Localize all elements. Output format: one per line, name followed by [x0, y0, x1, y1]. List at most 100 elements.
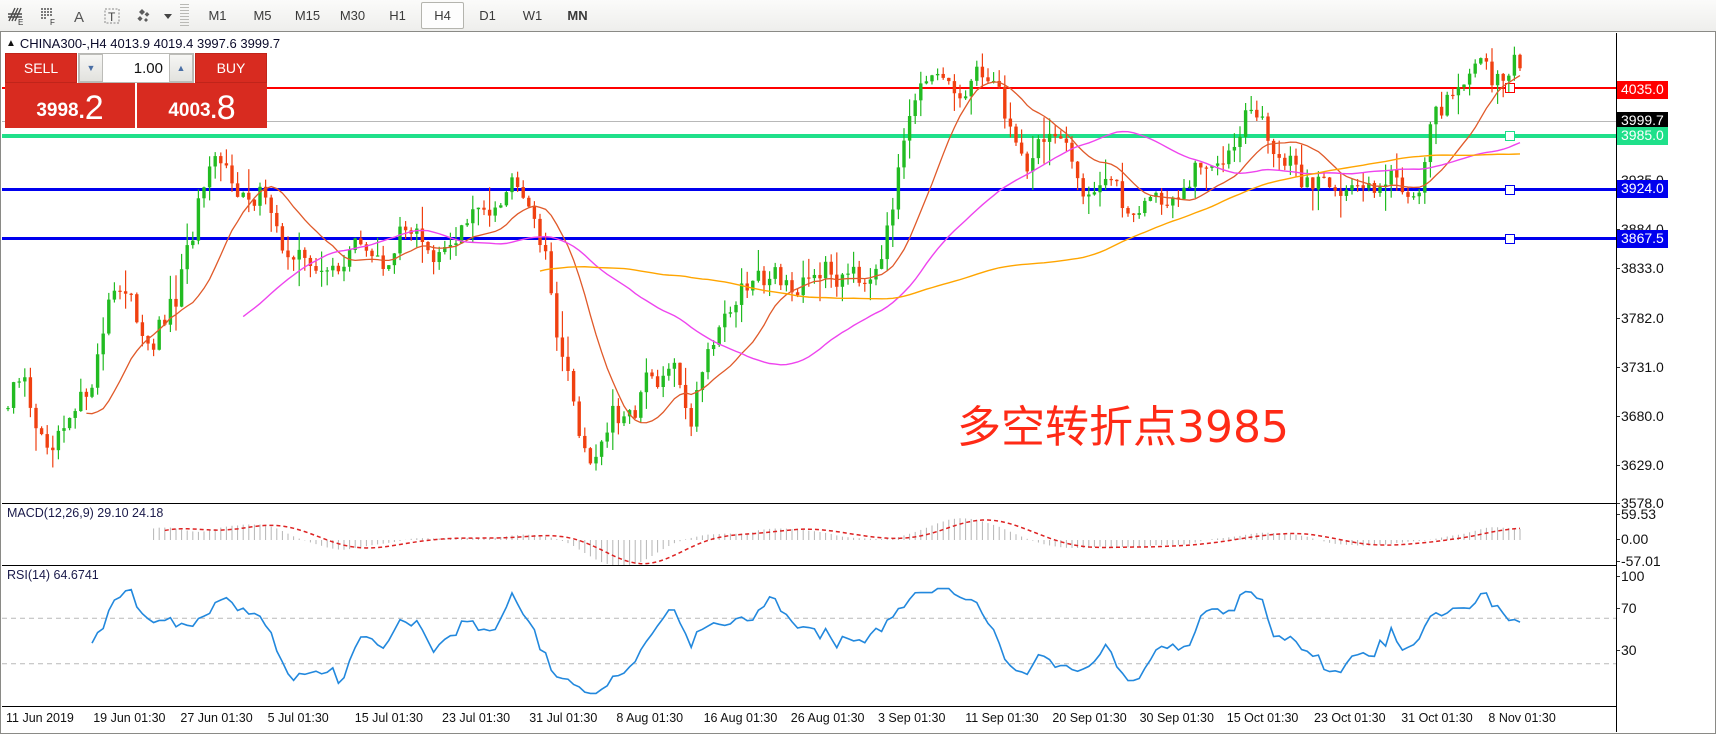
text-box-icon[interactable]: T [96, 1, 128, 30]
time-tick-16: 31 Oct 01:30 [1401, 711, 1473, 725]
time-tick-2: 27 Jun 01:30 [180, 711, 253, 725]
rsi-series-layer [2, 587, 1618, 695]
chart-annotation: 多空转折点3985 [957, 402, 1289, 453]
macd-label: MACD(12,26,9) 29.10 24.18 [7, 506, 164, 520]
resistance-line-handle[interactable] [1505, 83, 1515, 93]
price-tick-5: 3680.0 [1617, 408, 1664, 424]
timeframe-m5[interactable]: M5 [253, 8, 272, 23]
buy-price-integer: 4003 [168, 100, 211, 121]
timeframe-m1[interactable]: M1 [208, 8, 227, 23]
timeframe-d1[interactable]: D1 [479, 8, 496, 23]
time-tick-8: 16 Aug 01:30 [703, 711, 778, 725]
time-tick-10: 3 Sep 01:30 [878, 711, 946, 725]
sell-price-quote[interactable]: 3998 . 2 [5, 83, 137, 128]
time-tick-0: 11 Jun 2019 [6, 711, 74, 725]
one-click-trading-panel[interactable]: SELL ▼ 1.00 ▲ BUY 3998 . 2 4003 [5, 53, 267, 128]
trade-panel-quotes-row: 3998 . 2 4003 . 8 [5, 83, 267, 128]
symbol-ohlc-header: ▲ CHINA300-,H4 4013.9 4019.4 3997.6 3999.… [6, 36, 280, 51]
time-tick-3: 5 Jul 01:30 [267, 711, 329, 725]
sell-price-separator: . [78, 98, 85, 123]
price-tick-7: 3578.0 [1617, 495, 1664, 511]
svg-text:E: E [18, 18, 23, 26]
timeframe-w1[interactable]: W1 [522, 8, 543, 23]
grid-periods-icon[interactable]: F [32, 1, 64, 30]
time-tick-15: 23 Oct 01:30 [1314, 711, 1386, 725]
price-scale[interactable]: 3935.03884.03833.03782.03731.03680.03629… [1616, 33, 1714, 732]
price-series-layer [6, 46, 1522, 471]
macd-scale-zero: 0.00 [1616, 531, 1649, 547]
timeframe-m30[interactable]: M30 [339, 8, 366, 23]
price-tick-3: 3782.0 [1617, 310, 1664, 326]
buy-price-separator: . [210, 98, 217, 123]
rsi-pane[interactable]: RSI(14) 64.6741 [2, 565, 1618, 710]
toolbar-grip[interactable] [180, 3, 189, 28]
svg-text:F: F [50, 18, 55, 26]
time-tick-12: 20 Sep 01:30 [1052, 711, 1127, 725]
timeframe-group: M1 M5 M15 M30 H1 H4 D1 W1 MN [195, 2, 600, 29]
sell-price-integer: 3998 [36, 100, 79, 121]
pivot-line[interactable] [2, 134, 1616, 138]
time-tick-13: 30 Sep 01:30 [1139, 711, 1214, 725]
chart-toolbar: E F A [0, 0, 1716, 32]
svg-text:T: T [108, 10, 116, 24]
last-price-tag[interactable]: 3999.7 [1617, 112, 1668, 130]
resistance-line[interactable] [2, 87, 1616, 89]
trade-panel-top-row: SELL ▼ 1.00 ▲ BUY [5, 53, 267, 83]
volume-value[interactable]: 1.00 [133, 59, 163, 77]
buy-price-quote[interactable]: 4003 . 8 [137, 83, 267, 128]
support-line-1[interactable] [2, 188, 1616, 191]
timeframe-h4[interactable]: H4 [421, 2, 464, 29]
timeframe-m15[interactable]: M15 [294, 8, 321, 23]
collapse-triangle-icon[interactable]: ▲ [6, 38, 16, 49]
time-tick-9: 26 Aug 01:30 [790, 711, 865, 725]
support-tag-2[interactable]: 3867.5 [1617, 230, 1668, 248]
volume-field[interactable]: ▼ 1.00 ▲ [78, 53, 194, 83]
price-tick-4: 3731.0 [1617, 359, 1664, 375]
support-tag-1[interactable]: 3924.0 [1617, 180, 1668, 198]
symbol-ohlc-text: CHINA300-,H4 4013.9 4019.4 3997.6 3999.7 [19, 36, 281, 51]
objects-dropdown-caret-icon[interactable] [160, 1, 176, 30]
rsi-scale-100: 100 [1616, 568, 1645, 584]
buy-button[interactable]: BUY [195, 53, 267, 83]
sell-button[interactable]: SELL [5, 53, 77, 83]
chart-plot-area[interactable]: ▲ CHINA300-,H4 4013.9 4019.4 3997.6 3999.… [2, 33, 1714, 732]
support-line-2[interactable] [2, 237, 1616, 240]
volume-up-icon[interactable]: ▲ [169, 54, 193, 82]
time-scale[interactable]: 11 Jun 2019 19 Jun 01:30 27 Jun 01:30 5 Jul… [2, 706, 1616, 732]
support-line-2-handle[interactable] [1505, 234, 1515, 244]
chart-frame[interactable]: ▲ CHINA300-,H4 4013.9 4019.4 3997.6 3999.… [0, 31, 1716, 734]
macd-series-layer [153, 518, 1521, 566]
last-price-line [2, 121, 1616, 122]
price-tick-6: 3629.0 [1617, 457, 1664, 473]
pivot-tag[interactable]: 3985.0 [1617, 127, 1668, 145]
resistance-tag[interactable]: 4035.0 [1617, 81, 1668, 99]
timeframe-mn[interactable]: MN [567, 8, 588, 23]
support-line-1-handle[interactable] [1505, 185, 1515, 195]
macd-scale-high: 59.53 [1616, 506, 1657, 522]
rsi-scale-70: 70 [1617, 600, 1637, 616]
time-tick-6: 31 Jul 01:30 [529, 711, 598, 725]
timeframe-h1[interactable]: H1 [389, 8, 406, 23]
volume-down-icon[interactable]: ▼ [79, 54, 103, 82]
time-tick-5: 23 Jul 01:30 [442, 711, 511, 725]
macd-pane[interactable]: MACD(12,26,9) 29.10 24.18 [2, 503, 1616, 566]
time-tick-7: 8 Aug 01:30 [616, 711, 684, 725]
time-tick-17: 8 Nov 01:30 [1488, 711, 1556, 725]
text-label-icon[interactable]: A [64, 1, 96, 30]
time-tick-1: 19 Jun 01:30 [93, 711, 166, 725]
sell-price-decimal: 2 [84, 89, 104, 127]
time-tick-14: 15 Oct 01:30 [1226, 711, 1299, 725]
macd-scale-low: -57.01 [1617, 553, 1661, 569]
price-tick-2: 3833.0 [1617, 260, 1664, 276]
price-pane[interactable]: 多空转折点3985 [2, 33, 1616, 503]
svg-text:A: A [74, 9, 84, 26]
rsi-scale-30: 30 [1617, 642, 1637, 658]
time-tick-11: 11 Sep 01:30 [965, 711, 1039, 725]
pivot-line-handle[interactable] [1505, 131, 1515, 141]
rsi-label: RSI(14) 64.6741 [7, 568, 99, 582]
time-tick-4: 15 Jul 01:30 [354, 711, 423, 725]
buy-price-decimal: 8 [216, 89, 236, 127]
objects-icon[interactable] [128, 1, 160, 30]
indicators-icon[interactable]: E [0, 1, 32, 30]
